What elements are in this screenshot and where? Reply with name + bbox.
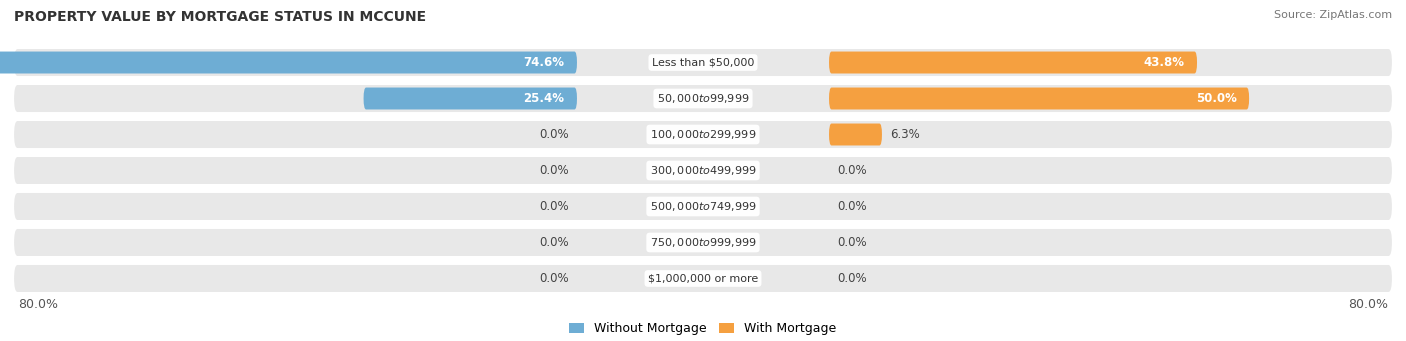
FancyBboxPatch shape [14, 49, 1392, 76]
Text: Source: ZipAtlas.com: Source: ZipAtlas.com [1274, 10, 1392, 20]
Text: 0.0%: 0.0% [538, 236, 568, 249]
Text: $50,000 to $99,999: $50,000 to $99,999 [657, 92, 749, 105]
Text: 0.0%: 0.0% [838, 236, 868, 249]
Text: 0.0%: 0.0% [838, 272, 868, 285]
FancyBboxPatch shape [14, 229, 1392, 256]
Text: 0.0%: 0.0% [538, 272, 568, 285]
Text: $100,000 to $299,999: $100,000 to $299,999 [650, 128, 756, 141]
Text: 0.0%: 0.0% [538, 200, 568, 213]
Text: $750,000 to $999,999: $750,000 to $999,999 [650, 236, 756, 249]
Text: 0.0%: 0.0% [838, 200, 868, 213]
FancyBboxPatch shape [830, 88, 1249, 109]
Text: 0.0%: 0.0% [538, 164, 568, 177]
Text: $500,000 to $749,999: $500,000 to $749,999 [650, 200, 756, 213]
Text: 74.6%: 74.6% [523, 56, 564, 69]
FancyBboxPatch shape [14, 265, 1392, 292]
Text: 50.0%: 50.0% [1195, 92, 1236, 105]
FancyBboxPatch shape [14, 121, 1392, 148]
Text: 0.0%: 0.0% [538, 128, 568, 141]
FancyBboxPatch shape [14, 193, 1392, 220]
Text: 6.3%: 6.3% [890, 128, 920, 141]
Text: PROPERTY VALUE BY MORTGAGE STATUS IN MCCUNE: PROPERTY VALUE BY MORTGAGE STATUS IN MCC… [14, 10, 426, 24]
Text: 25.4%: 25.4% [523, 92, 564, 105]
FancyBboxPatch shape [364, 88, 576, 109]
FancyBboxPatch shape [14, 157, 1392, 184]
Text: 80.0%: 80.0% [1348, 298, 1388, 311]
FancyBboxPatch shape [14, 85, 1392, 112]
Text: 80.0%: 80.0% [18, 298, 58, 311]
Text: $1,000,000 or more: $1,000,000 or more [648, 273, 758, 283]
FancyBboxPatch shape [0, 51, 576, 74]
FancyBboxPatch shape [830, 51, 1197, 74]
FancyBboxPatch shape [830, 123, 882, 146]
Legend: Without Mortgage, With Mortgage: Without Mortgage, With Mortgage [564, 317, 842, 340]
Text: 0.0%: 0.0% [838, 164, 868, 177]
Text: Less than $50,000: Less than $50,000 [652, 58, 754, 68]
Text: $300,000 to $499,999: $300,000 to $499,999 [650, 164, 756, 177]
Text: 43.8%: 43.8% [1143, 56, 1184, 69]
